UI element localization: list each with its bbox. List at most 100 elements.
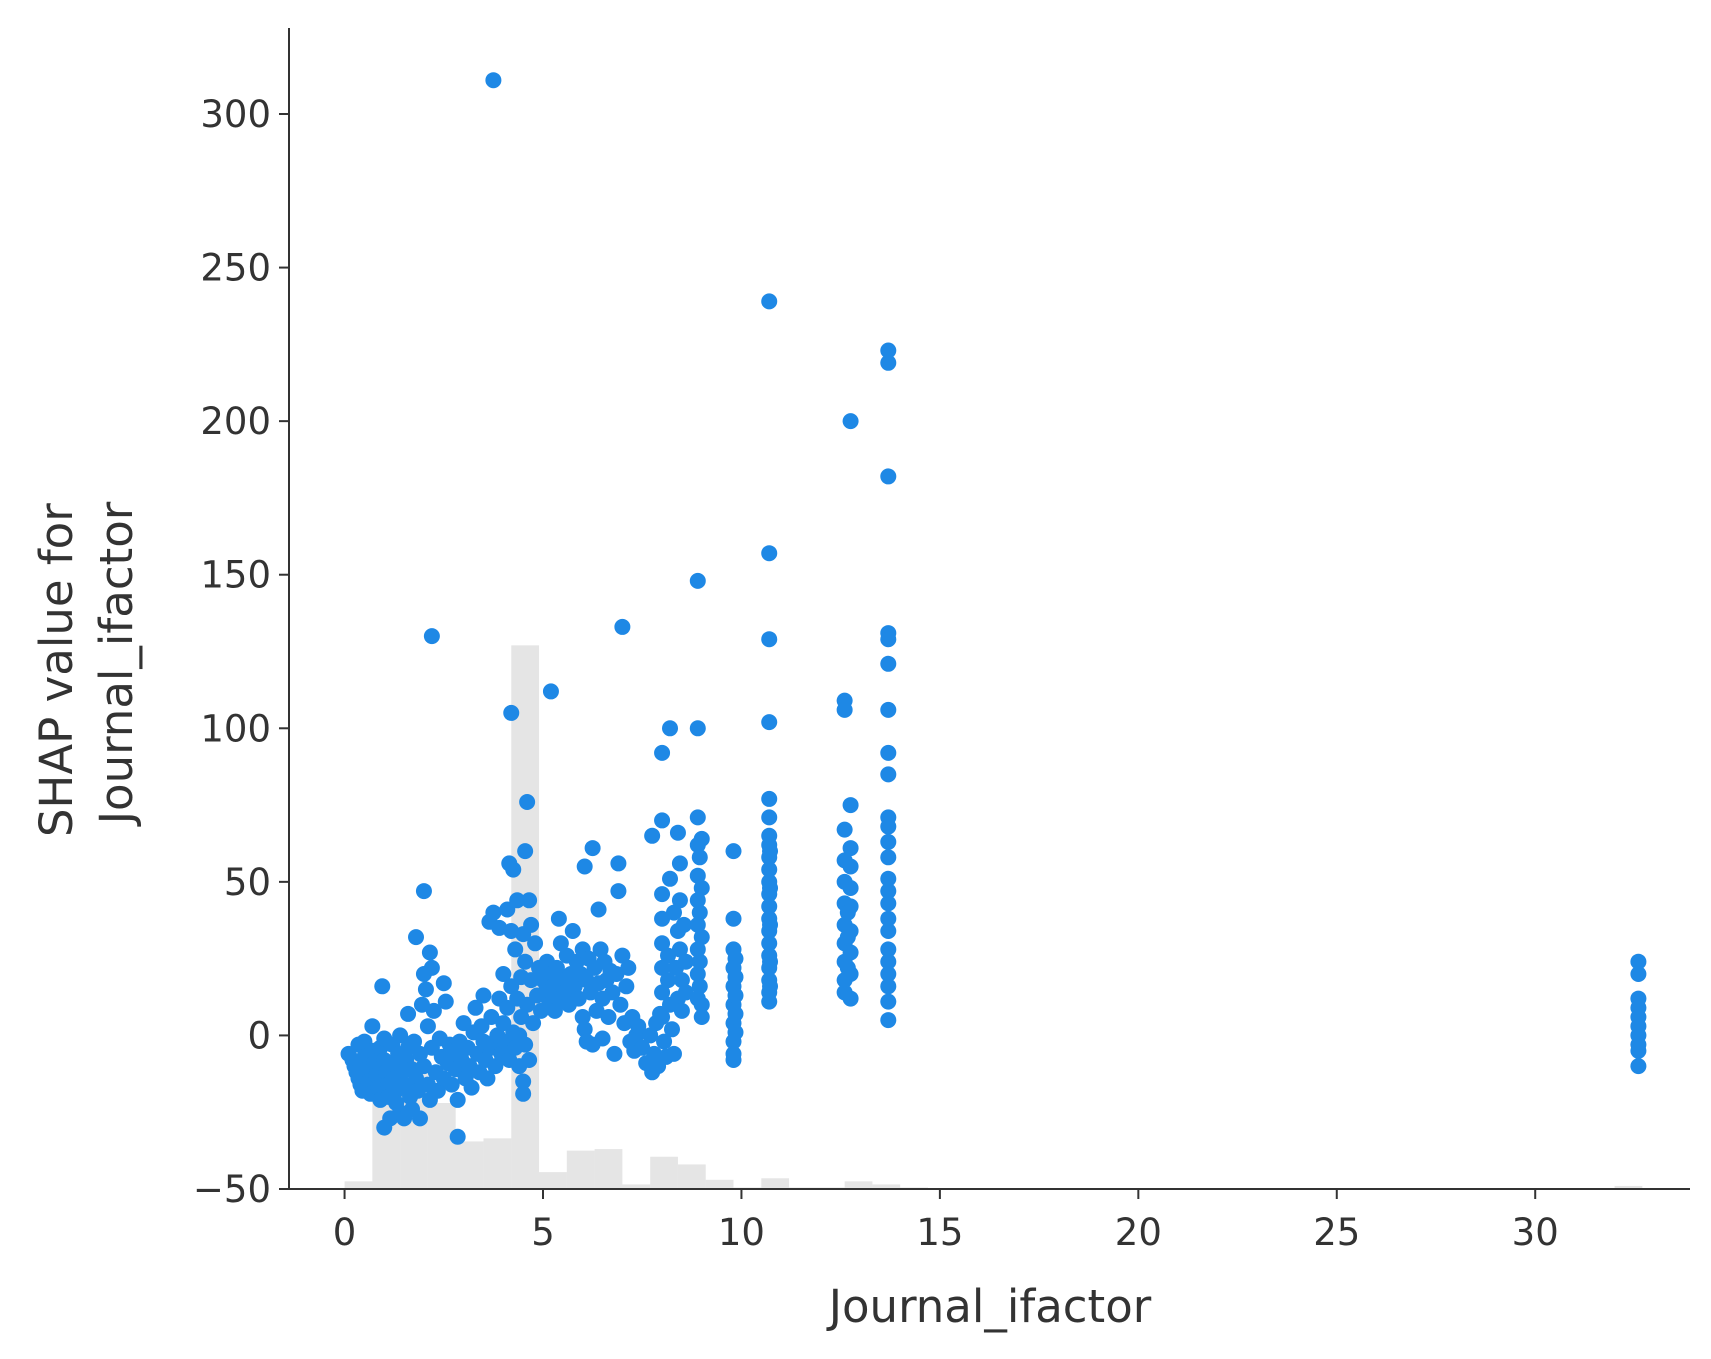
scatter-point <box>374 978 391 995</box>
scatter-point <box>761 790 778 807</box>
histogram-bar <box>872 1184 901 1189</box>
scatter-point <box>423 628 440 645</box>
scatter-point <box>689 720 706 737</box>
scatter-point <box>610 883 627 900</box>
histogram-bar <box>622 1184 651 1189</box>
scatter-point <box>552 935 569 952</box>
scatter-point <box>677 953 694 970</box>
scatter-point <box>485 904 502 921</box>
scatter-point <box>727 950 744 967</box>
scatter-point <box>610 855 627 872</box>
scatter-point <box>880 342 897 359</box>
scatter-point <box>762 880 779 896</box>
scatter-point <box>411 1045 428 1062</box>
scatter-point <box>725 1052 742 1068</box>
histogram-bar <box>539 1172 567 1189</box>
scatter-point <box>437 993 454 1010</box>
scatter-point <box>513 1009 530 1025</box>
scatter-point <box>663 1021 680 1038</box>
scatter-point <box>495 966 512 982</box>
scatter-point <box>880 631 897 648</box>
scatter-point <box>503 704 520 721</box>
scatter-point <box>880 833 897 850</box>
scatter-point <box>762 978 779 995</box>
scatter-point <box>761 993 778 1010</box>
scatter-point <box>654 984 671 1001</box>
scatter-point <box>842 797 859 814</box>
scatter-point <box>842 413 859 430</box>
scatter-point <box>515 1073 532 1090</box>
scatter-point <box>842 944 859 961</box>
histogram-bar <box>344 1181 373 1189</box>
scatter-point <box>612 996 629 1013</box>
x-tick-label: 25 <box>1313 1211 1360 1254</box>
scatter-point <box>669 824 686 841</box>
histogram-bar <box>566 1150 595 1189</box>
scatter-point <box>671 941 688 958</box>
scatter-point <box>839 959 856 976</box>
scatter-point <box>604 984 621 1001</box>
scatter-point <box>590 901 607 918</box>
histogram-bar <box>761 1178 790 1189</box>
scatter-point <box>761 809 778 826</box>
scatter-point <box>463 1079 480 1096</box>
scatter-point <box>517 1036 534 1053</box>
scatter-point <box>727 987 744 1004</box>
histogram-bar <box>1614 1185 1643 1189</box>
scatter-point <box>761 714 778 731</box>
scatter-point <box>689 941 706 958</box>
scatter-point <box>576 858 593 875</box>
scatter-point <box>487 1058 504 1075</box>
scatter-point <box>880 766 897 783</box>
x-tick-label: 15 <box>916 1211 963 1254</box>
scatter-point <box>423 959 440 976</box>
y-axis-label-line-2: Journal_ifactor <box>90 501 143 827</box>
x-axis-label: Journal_ifactor <box>826 1280 1152 1333</box>
scatter-point <box>880 870 897 887</box>
x-tick-label: 0 <box>333 1211 357 1254</box>
scatter-point <box>842 880 859 896</box>
scatter-point <box>836 701 853 718</box>
scatter-point <box>762 953 779 970</box>
scatter-point <box>443 1076 460 1093</box>
scatter-point <box>654 886 671 903</box>
scatter-point <box>691 953 708 970</box>
scatter-point <box>521 892 538 909</box>
scatter-point <box>542 683 559 700</box>
scatter-point <box>880 895 897 912</box>
scatter-point <box>662 720 679 737</box>
scatter-point <box>880 701 897 718</box>
scatter-point <box>600 1009 617 1025</box>
scatter-point <box>654 1009 671 1025</box>
histogram-bar <box>594 1149 623 1189</box>
scatter-point <box>725 843 742 860</box>
scatter-point <box>839 904 856 921</box>
scatter-point <box>689 809 706 826</box>
histogram-bar <box>650 1156 678 1189</box>
scatter-point <box>396 1076 413 1093</box>
scatter-point <box>614 947 631 964</box>
scatter-point <box>576 1021 593 1038</box>
histogram-bar <box>677 1164 706 1189</box>
scatter-point <box>880 966 897 982</box>
scatter-point <box>634 1039 651 1056</box>
scatter-point <box>761 293 778 310</box>
histogram-bar <box>483 1138 512 1189</box>
scatter-point <box>693 996 710 1013</box>
scatter-point <box>880 849 897 866</box>
scatter-point <box>693 880 710 896</box>
scatter-point <box>761 545 778 562</box>
scatter-point <box>570 990 587 1007</box>
scatter-point <box>727 1024 744 1041</box>
scatter-point <box>425 1002 442 1019</box>
scatter-point <box>507 941 524 958</box>
scatter-point <box>842 840 859 857</box>
scatter-point <box>620 959 637 976</box>
scatter-point <box>654 910 671 927</box>
scatter-point <box>880 993 897 1010</box>
x-tick-label: 20 <box>1115 1211 1162 1254</box>
scatter-point <box>392 1027 409 1044</box>
scatter-point <box>644 827 661 844</box>
scatter-point <box>485 72 502 89</box>
